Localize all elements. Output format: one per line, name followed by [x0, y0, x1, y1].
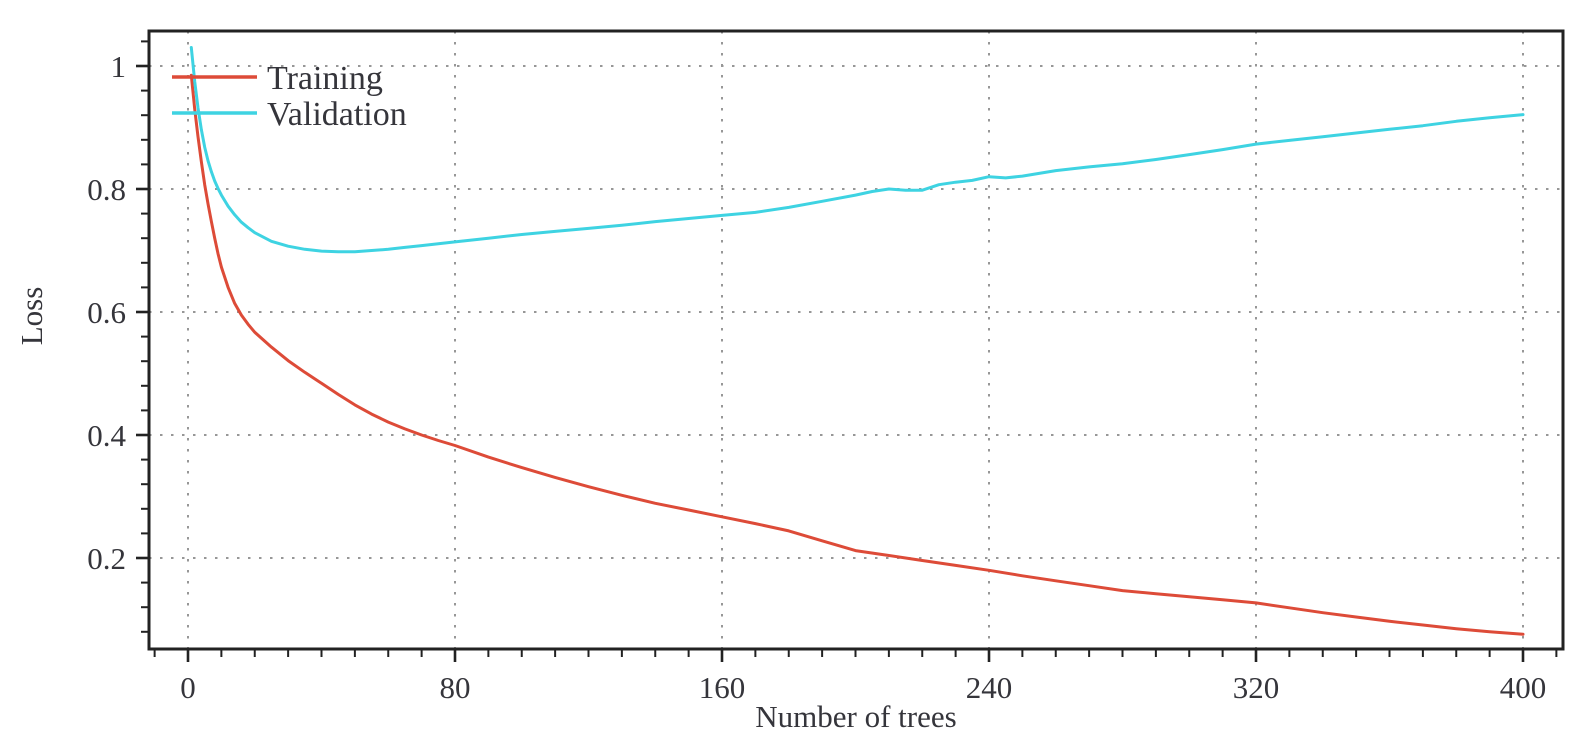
x-tick-label: 320 — [1233, 670, 1280, 705]
validation-line — [189, 46, 1525, 254]
legend: Training Validation — [172, 60, 407, 133]
training-line — [189, 73, 1525, 636]
y-tick-label: 0.2 — [87, 541, 126, 576]
y-axis-label: Loss — [14, 287, 49, 346]
y-tick-label: 1 — [111, 49, 127, 84]
x-tick-labels: 0 80 160 240 320 400 — [180, 670, 1546, 705]
x-axis-label: Number of trees — [755, 699, 956, 734]
x-tick-label: 0 — [180, 670, 196, 705]
grid-lines — [149, 31, 1563, 649]
axis-ticks — [136, 40, 1558, 662]
series-lines — [189, 46, 1525, 636]
training-legend-label: Training — [267, 60, 383, 97]
y-tick-labels: 0.2 0.4 0.6 0.8 1 — [87, 49, 126, 576]
validation-legend-label: Validation — [267, 96, 407, 133]
x-tick-label: 80 — [440, 670, 471, 705]
x-tick-label: 400 — [1500, 670, 1547, 705]
y-tick-label: 0.6 — [87, 295, 126, 330]
x-tick-label: 240 — [966, 670, 1013, 705]
y-tick-label: 0.8 — [87, 172, 126, 207]
x-tick-label: 160 — [699, 670, 746, 705]
y-tick-label: 0.4 — [87, 418, 126, 453]
